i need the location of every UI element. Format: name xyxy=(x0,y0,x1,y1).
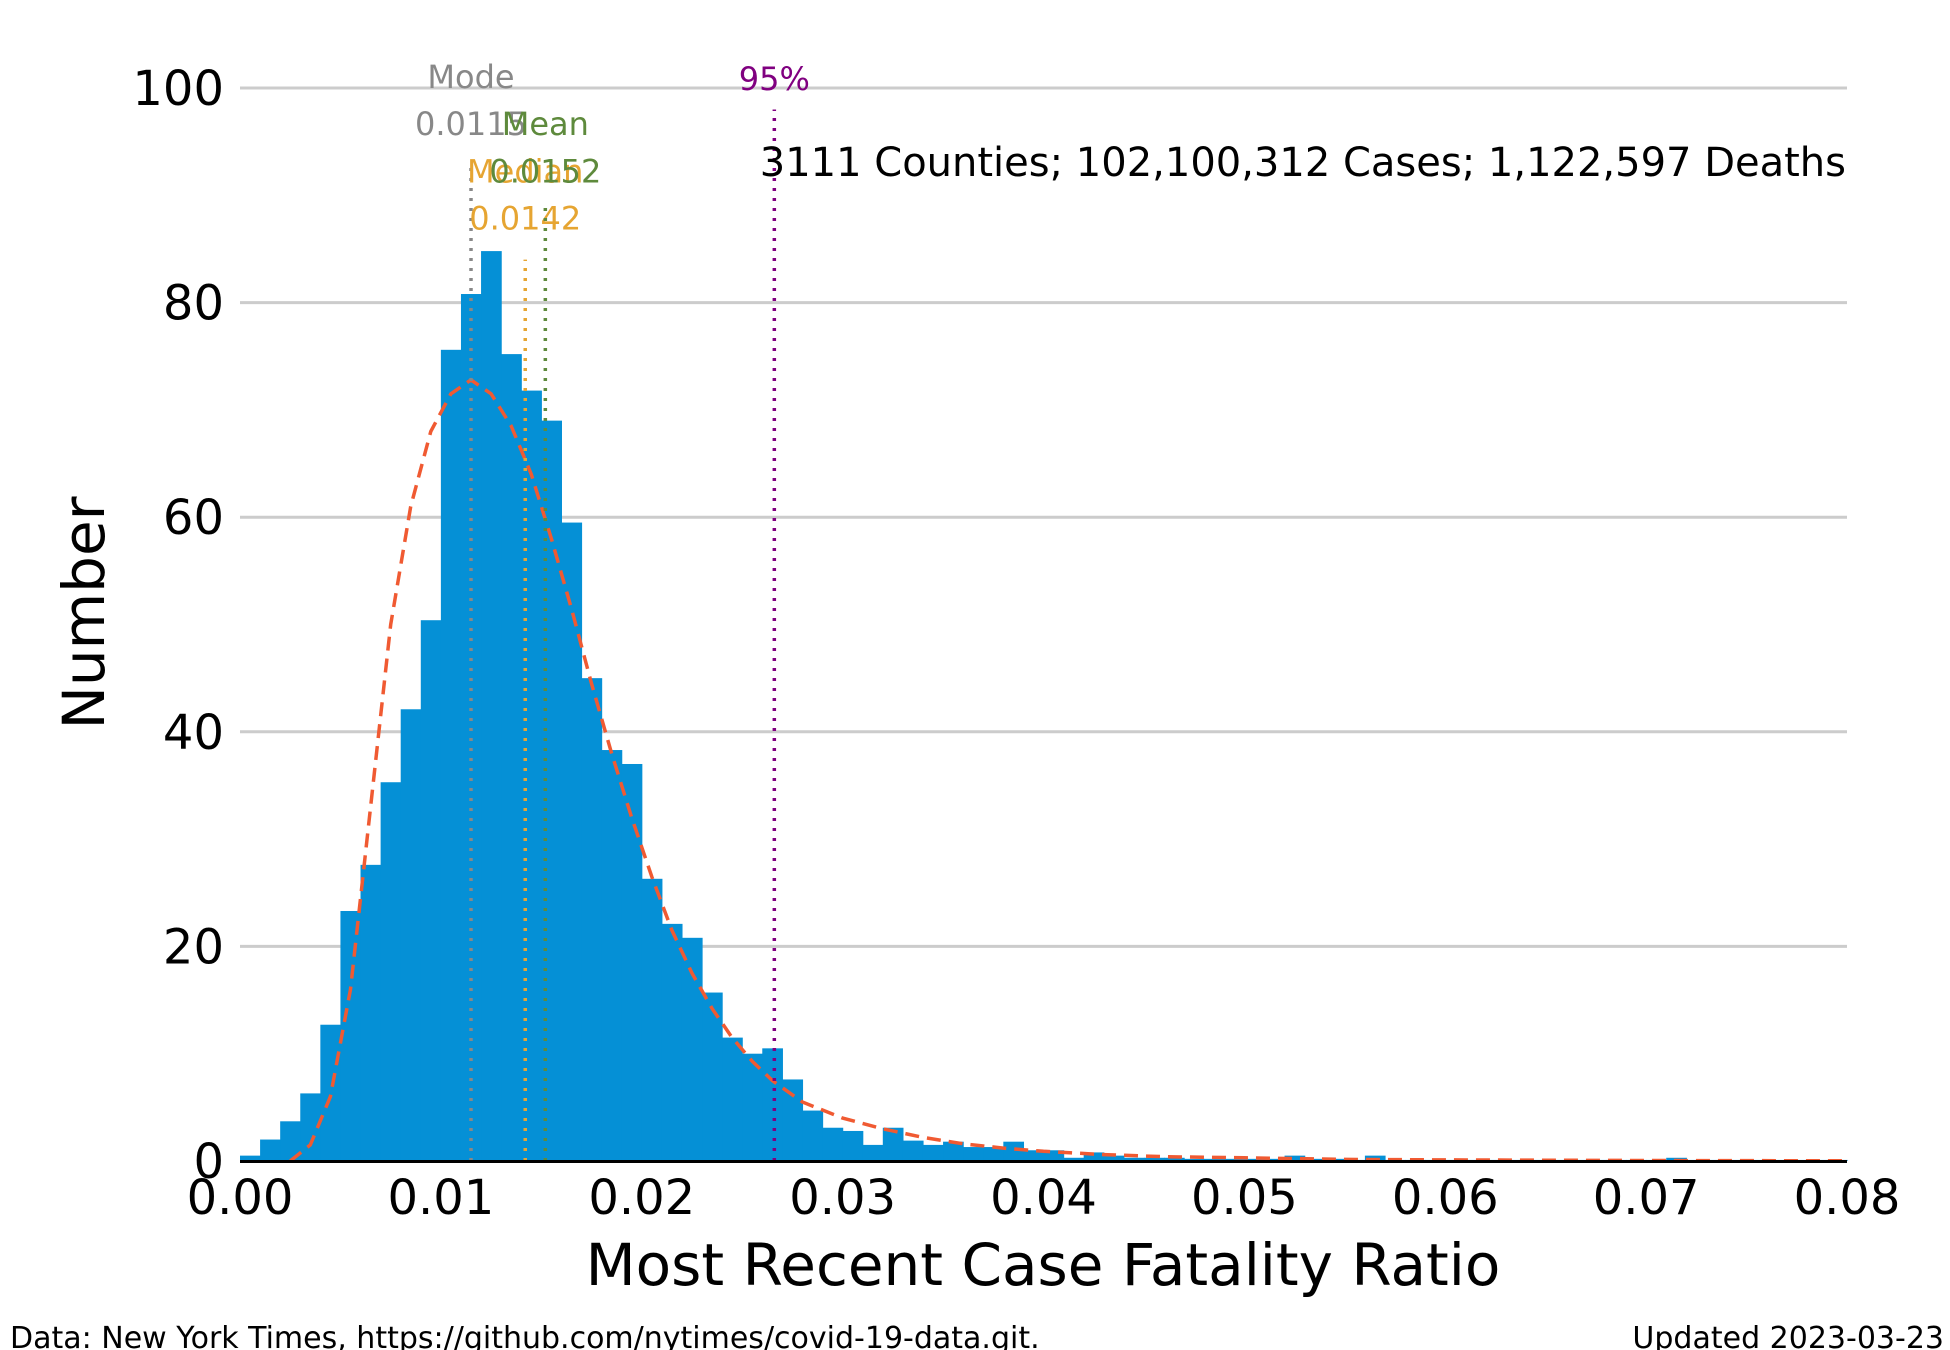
histogram-bar xyxy=(541,420,562,1161)
histogram-bar xyxy=(1083,1152,1105,1161)
x-axis-label: Most Recent Case Fatality Ratio xyxy=(586,1231,1501,1299)
y-tick-label: 0 xyxy=(193,1134,224,1190)
histogram-bar xyxy=(1123,1157,1145,1161)
histogram-bar xyxy=(1244,1158,1266,1161)
histogram-bar xyxy=(1184,1158,1205,1161)
x-tick-label: 0.02 xyxy=(588,1170,695,1226)
y-tick-label: 20 xyxy=(163,919,224,975)
histogram-bar xyxy=(1264,1158,1286,1161)
updated-date: Updated 2023-03-23 xyxy=(1632,1321,1944,1350)
stat-label: 95% xyxy=(739,60,810,98)
histogram-bar xyxy=(1224,1158,1245,1161)
histogram-bar xyxy=(621,763,643,1161)
histogram-bar xyxy=(260,1139,281,1161)
histogram-bar xyxy=(440,349,462,1161)
histogram-bar xyxy=(1103,1155,1125,1161)
histogram-bar xyxy=(902,1140,924,1161)
y-tick-label: 40 xyxy=(163,705,224,761)
histogram-bar xyxy=(1284,1155,1306,1161)
stat-value: 0.0152 xyxy=(489,152,601,190)
histogram-bar xyxy=(641,878,663,1161)
histogram-bar xyxy=(1003,1141,1025,1161)
y-axis-label: Number xyxy=(50,496,118,729)
histogram-bar xyxy=(420,620,442,1161)
stat-value: 0.0142 xyxy=(469,200,581,238)
histogram-bar xyxy=(501,354,522,1161)
histogram-bar xyxy=(460,294,482,1161)
x-tick-label: 0.08 xyxy=(1794,1170,1901,1226)
histogram-bar xyxy=(481,251,502,1161)
histogram-bar xyxy=(240,1155,261,1161)
histogram-bar xyxy=(1204,1158,1225,1161)
histogram-bar xyxy=(782,1079,804,1161)
stat-value: 0.0115 xyxy=(415,105,527,143)
histogram-bar xyxy=(922,1144,944,1161)
histogram-bar xyxy=(581,678,603,1161)
histogram-bar xyxy=(983,1147,1004,1161)
y-tick-label: 60 xyxy=(163,490,224,546)
histogram-bar xyxy=(842,1130,864,1161)
histogram-bar xyxy=(963,1147,984,1161)
stat-label: Mean xyxy=(502,105,589,143)
summary-annotation: 3111 Counties; 102,100,312 Cases; 1,122,… xyxy=(760,140,1846,186)
histogram-bar xyxy=(320,1024,342,1161)
x-tick-label: 0.01 xyxy=(387,1170,494,1226)
x-tick-label: 0.07 xyxy=(1593,1170,1700,1226)
histogram-bar xyxy=(1143,1157,1165,1161)
histogram-bar xyxy=(360,864,382,1161)
histogram-bar xyxy=(1023,1150,1045,1161)
tick-labels: 0.00 0.01 0.02 0.03 0.04 0.05 0.06 0.07 0.08 0 20 4… xyxy=(132,61,1900,1226)
histogram-bar xyxy=(400,709,422,1161)
x-tick-label: 0.00 xyxy=(187,1170,294,1226)
data-source-credit: Data: New York Times, https://github.com… xyxy=(10,1321,1040,1350)
histogram-bar xyxy=(862,1144,884,1161)
x-tick-label: 0.05 xyxy=(1191,1170,1298,1226)
histogram-bar xyxy=(561,522,583,1161)
histogram-bar xyxy=(521,390,542,1161)
histogram-bar xyxy=(943,1141,964,1161)
fit-curve xyxy=(289,377,1848,1163)
histogram-bars xyxy=(240,251,1848,1161)
y-tick-label: 80 xyxy=(163,276,224,332)
histogram-bar xyxy=(681,937,703,1161)
stat-lines: Mode 0.0115 Median 0.0142 Mean 0.0152 95% xyxy=(415,58,810,1161)
x-tick-label: 0.03 xyxy=(789,1170,896,1226)
y-tick-label: 100 xyxy=(132,61,224,117)
histogram-bar xyxy=(742,1053,763,1161)
histogram-bar xyxy=(762,1048,783,1161)
histogram-bar xyxy=(1043,1150,1065,1161)
histogram-bar xyxy=(300,1093,321,1161)
stat-label: Median xyxy=(467,152,583,190)
histogram-bar xyxy=(1304,1158,1326,1161)
histogram-bar xyxy=(380,782,402,1161)
histogram-bar xyxy=(882,1127,904,1161)
histogram-bar xyxy=(661,923,683,1161)
histogram-bar xyxy=(280,1121,301,1161)
histogram-bar xyxy=(822,1127,844,1161)
histogram-bar xyxy=(722,1037,743,1161)
histogram-bar xyxy=(1063,1157,1085,1161)
histogram-bar xyxy=(802,1110,824,1161)
x-tick-label: 0.04 xyxy=(990,1170,1097,1226)
stat-label: Mode xyxy=(427,58,514,96)
x-tick-label: 0.06 xyxy=(1392,1170,1499,1226)
histogram-bar xyxy=(601,750,623,1161)
histogram-bar xyxy=(340,910,362,1161)
histogram-bar xyxy=(1164,1157,1185,1161)
histogram-bar xyxy=(702,992,723,1161)
